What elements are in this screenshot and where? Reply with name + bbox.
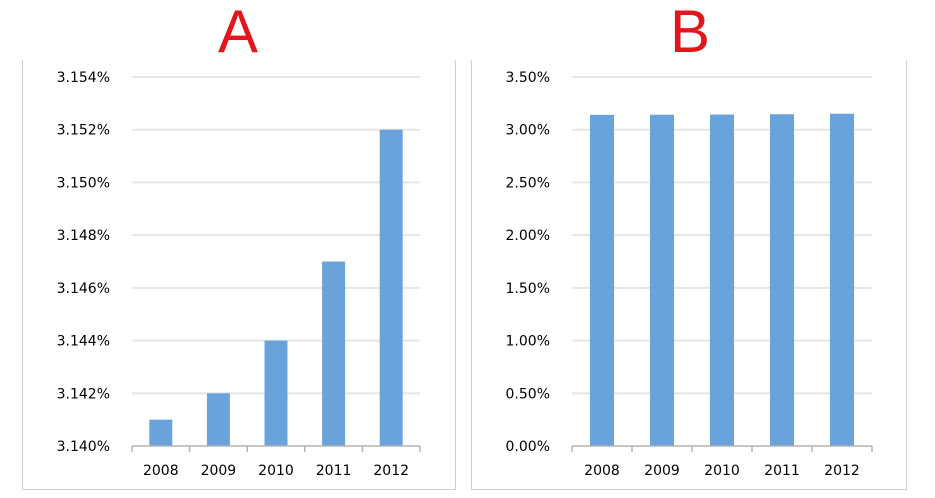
chart-b-title: B [669, 0, 711, 65]
chart-b-ytick-label: 2.50% [506, 175, 550, 191]
chart-a-bar-2009 [206, 393, 230, 446]
chart-b-bar-2012 [830, 113, 854, 446]
chart-a-xtick-label: 2008 [143, 463, 179, 479]
chart-a-title: A [217, 0, 259, 65]
chart-b-ytick-label: 2.00% [506, 228, 550, 244]
chart-b-xtick-label: 2011 [764, 463, 800, 479]
chart-b-xtick-label: 2009 [644, 463, 680, 479]
chart-b-xtick-label: 2010 [704, 463, 740, 479]
chart-a-xtick-label: 2010 [258, 463, 294, 479]
chart-a-ytick-label: 3.144% [57, 334, 110, 350]
chart-a-xtick-label: 2012 [373, 463, 409, 479]
chart-b-ytick-label: 3.00% [506, 123, 550, 139]
chart-a-ytick-label: 3.150% [57, 175, 110, 191]
chart-a-xtick-label: 2011 [316, 463, 352, 479]
chart-b-ytick-label: 0.50% [506, 386, 550, 402]
chart-b-ytick-label: 3.50% [506, 70, 550, 86]
chart-b-bar-2009 [650, 114, 674, 446]
chart-b-xtick-label: 2008 [584, 463, 620, 479]
chart-a-frame [22, 60, 456, 490]
chart-a-ytick-label: 3.154% [57, 70, 110, 86]
chart-b-ytick-label: 1.00% [506, 334, 550, 350]
chart-a-ytick-label: 3.152% [57, 123, 110, 139]
chart-a-bar-2011 [322, 261, 346, 446]
chart-a-ytick-label: 3.140% [57, 439, 110, 455]
chart-b-bar-2008 [590, 114, 614, 447]
chart-a-ytick-label: 3.146% [57, 281, 110, 297]
chart-a-xtick-label: 2009 [201, 463, 237, 479]
chart-a-bar-2008 [149, 419, 173, 446]
chart-b-ytick-label: 0.00% [506, 439, 550, 455]
chart-b-bar-2011 [770, 114, 794, 447]
chart-a-ytick-label: 3.148% [57, 228, 110, 244]
chart-a-bar-2012 [379, 129, 403, 446]
chart-b-bar-2010 [710, 114, 734, 447]
chart-a-ytick-label: 3.142% [57, 386, 110, 402]
chart-b-ytick-label: 1.50% [506, 281, 550, 297]
chart-a-bar-2010 [264, 340, 288, 446]
chart-b-frame [471, 60, 907, 490]
chart-b-xtick-label: 2012 [824, 463, 860, 479]
